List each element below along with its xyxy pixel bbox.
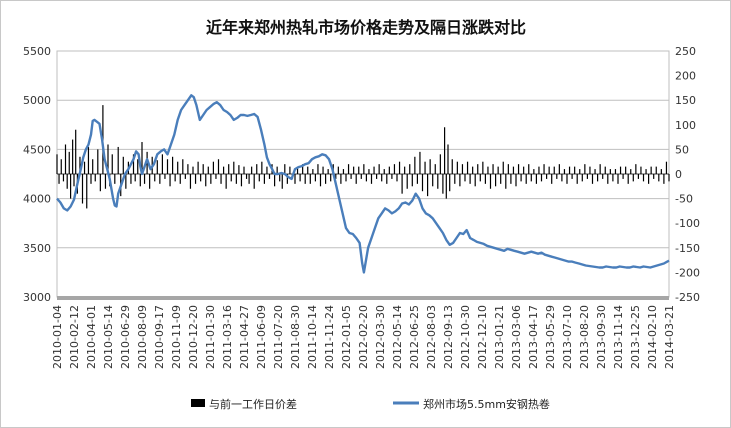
right-tick-label: 100 [675,119,696,132]
x-tick-label: 2012-12-10 [476,305,489,369]
x-tick-label: 2010-05-14 [102,305,115,369]
x-tick-label: 2010-11-09 [170,305,183,369]
price-line-layer [56,94,670,274]
x-tick-label: 2011-03-16 [221,305,234,369]
right-tick-label: 0 [675,168,682,181]
x-tick-label: 2011-08-30 [289,305,302,369]
price-line [56,94,670,274]
x-tick-label: 2011-01-30 [204,305,217,369]
left-tick-label: 5500 [23,45,51,58]
right-tick-label: 250 [675,45,696,58]
x-axis-band [57,296,669,300]
right-tick-label: 150 [675,94,696,107]
left-tick-label: 3000 [23,291,51,304]
legend-bar-swatch [191,399,205,407]
right-tick-label: -150 [675,242,700,255]
x-tick-label: 2010-06-29 [119,305,132,369]
right-tick-label: 200 [675,70,696,83]
x-tick-label: 2014-03-21 [663,305,676,369]
x-tick-label: 2013-12-25 [629,305,642,369]
x-tick-label: 2012-06-25 [408,305,421,369]
x-tick-label: 2012-10-30 [459,305,472,369]
left-tick-label: 4000 [23,193,51,206]
x-tick-label: 2011-04-27 [238,305,251,369]
x-tick-label: 2011-10-14 [306,305,319,369]
x-tick-label: 2010-02-12 [68,305,81,369]
x-tick-label: 2012-03-30 [374,305,387,369]
x-tick-label: 2013-07-10 [561,305,574,369]
x-tick-label: 2013-04-17 [527,305,540,369]
right-tick-label: -100 [675,217,700,230]
x-tick-label: 2013-11-14 [612,305,625,369]
x-tick-label: 2013-09-30 [595,305,608,369]
x-tick-label: 2012-09-13 [442,305,455,369]
x-tick-label: 2011-06-09 [255,305,268,369]
x-tick-label: 2013-05-29 [544,305,557,369]
right-tick-label: -250 [675,291,700,304]
x-tick-label: 2013-08-20 [578,305,591,369]
x-tick-label: 2010-01-04 [51,305,64,369]
chart-title: 近年来郑州热轧市场价格走势及隔日涨跌对比 [206,18,526,37]
right-axis-ticks: -250 -200 -150 -100 -50 0 50 100 150 200 250 [675,45,700,304]
x-tick-label: 2010-09-17 [153,305,166,369]
x-tick-label: 2012-02-20 [357,305,370,369]
diff-bars [56,105,670,300]
x-tick-label: 2014-02-10 [646,305,659,369]
legend: 与前一工作日价差 郑州市场5.5mm安钢热卷 [191,397,550,411]
left-tick-label: 3500 [23,242,51,255]
right-tick-label: 50 [675,143,689,156]
x-tick-label: 2012-01-05 [340,305,353,369]
left-tick-label: 5000 [23,94,51,107]
x-tick-label: 2010-08-09 [136,305,149,369]
x-tick-label: 2010-12-20 [187,305,200,369]
x-tick-label: 2011-11-24 [323,305,336,369]
legend-line-label: 郑州市场5.5mm安钢热卷 [423,397,550,411]
x-axis-ticks: 2010-01-04 2010-02-12 2010-04-01 2010-05-14… [51,305,676,369]
right-tick-label: -200 [675,266,700,279]
x-tick-label: 2013-01-21 [493,305,506,369]
legend-bar-label: 与前一工作日价差 [209,397,297,411]
left-tick-label: 4500 [23,143,51,156]
x-tick-label: 2010-04-01 [85,305,98,369]
x-tick-label: 2012-08-03 [425,305,438,369]
x-tick-label: 2012-05-14 [391,305,404,369]
x-tick-label: 2011-07-20 [272,305,285,369]
left-axis-ticks: 3000 3500 4000 4500 5000 5500 [23,45,51,304]
right-tick-label: -50 [675,193,693,206]
x-tick-label: 2013-03-06 [510,305,523,369]
